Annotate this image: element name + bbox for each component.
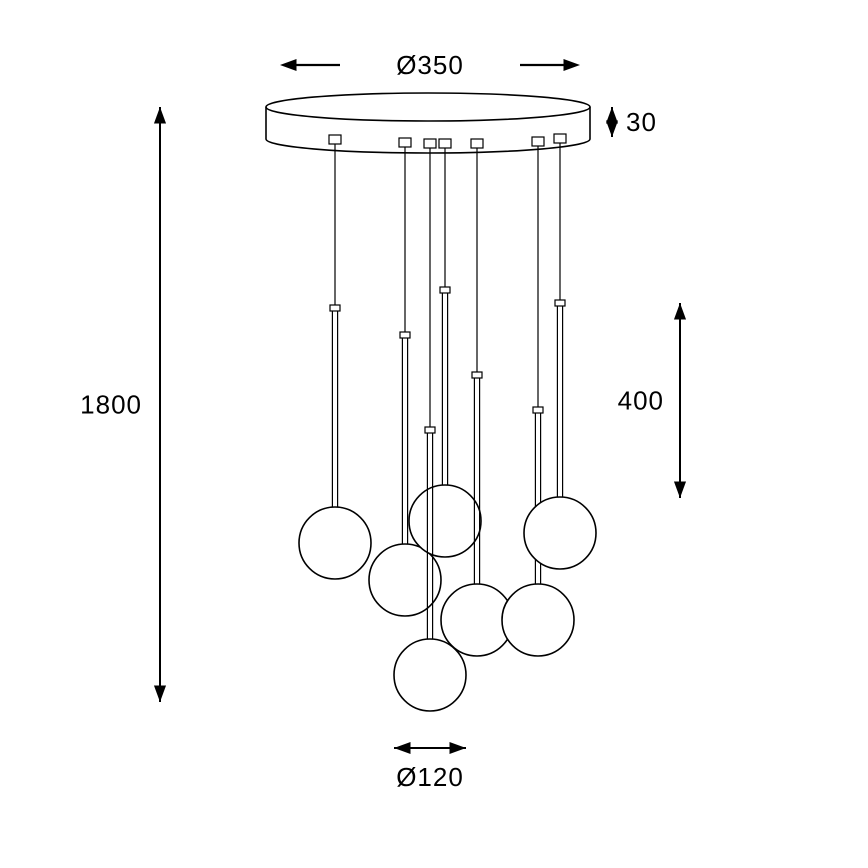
pendant-light-diagram: Ø350 30 1800 400 Ø120 <box>0 0 868 868</box>
canopy-top-ellipse <box>266 93 590 121</box>
rod-cap <box>400 332 410 338</box>
arrowhead <box>394 742 411 754</box>
globe <box>394 639 466 711</box>
canopy-diameter-label: Ø350 <box>396 50 464 80</box>
connector-top <box>471 139 483 148</box>
pendant-5 <box>502 137 574 656</box>
pendant-2 <box>409 139 481 557</box>
globe <box>299 507 371 579</box>
rod-length-label: 400 <box>618 386 664 416</box>
arrowhead <box>606 121 618 138</box>
rod-cap <box>555 300 565 306</box>
rod-cap <box>330 305 340 311</box>
connector-top <box>439 139 451 148</box>
pendant-0 <box>299 135 371 579</box>
arrowhead <box>154 107 166 124</box>
connector-top <box>424 139 436 148</box>
arrowhead <box>154 686 166 703</box>
globe <box>369 544 441 616</box>
canopy-height-label: 30 <box>626 107 657 137</box>
rod-cap <box>533 407 543 413</box>
arrowhead <box>450 742 467 754</box>
pendant-6 <box>524 134 596 569</box>
connector-top <box>554 134 566 143</box>
rod-cap <box>425 427 435 433</box>
arrowhead <box>674 482 686 499</box>
arrowhead <box>280 59 297 71</box>
ball-diameter-label: Ø120 <box>396 762 464 792</box>
globe <box>502 584 574 656</box>
arrowhead <box>564 59 581 71</box>
pendant-4 <box>441 139 513 656</box>
globe <box>524 497 596 569</box>
globe <box>409 485 481 557</box>
total-height-label: 1800 <box>80 390 142 420</box>
connector-top <box>399 138 411 147</box>
arrowhead <box>674 303 686 320</box>
connector-top <box>329 135 341 144</box>
connector-top <box>532 137 544 146</box>
rod-cap <box>472 372 482 378</box>
rod-cap <box>440 287 450 293</box>
